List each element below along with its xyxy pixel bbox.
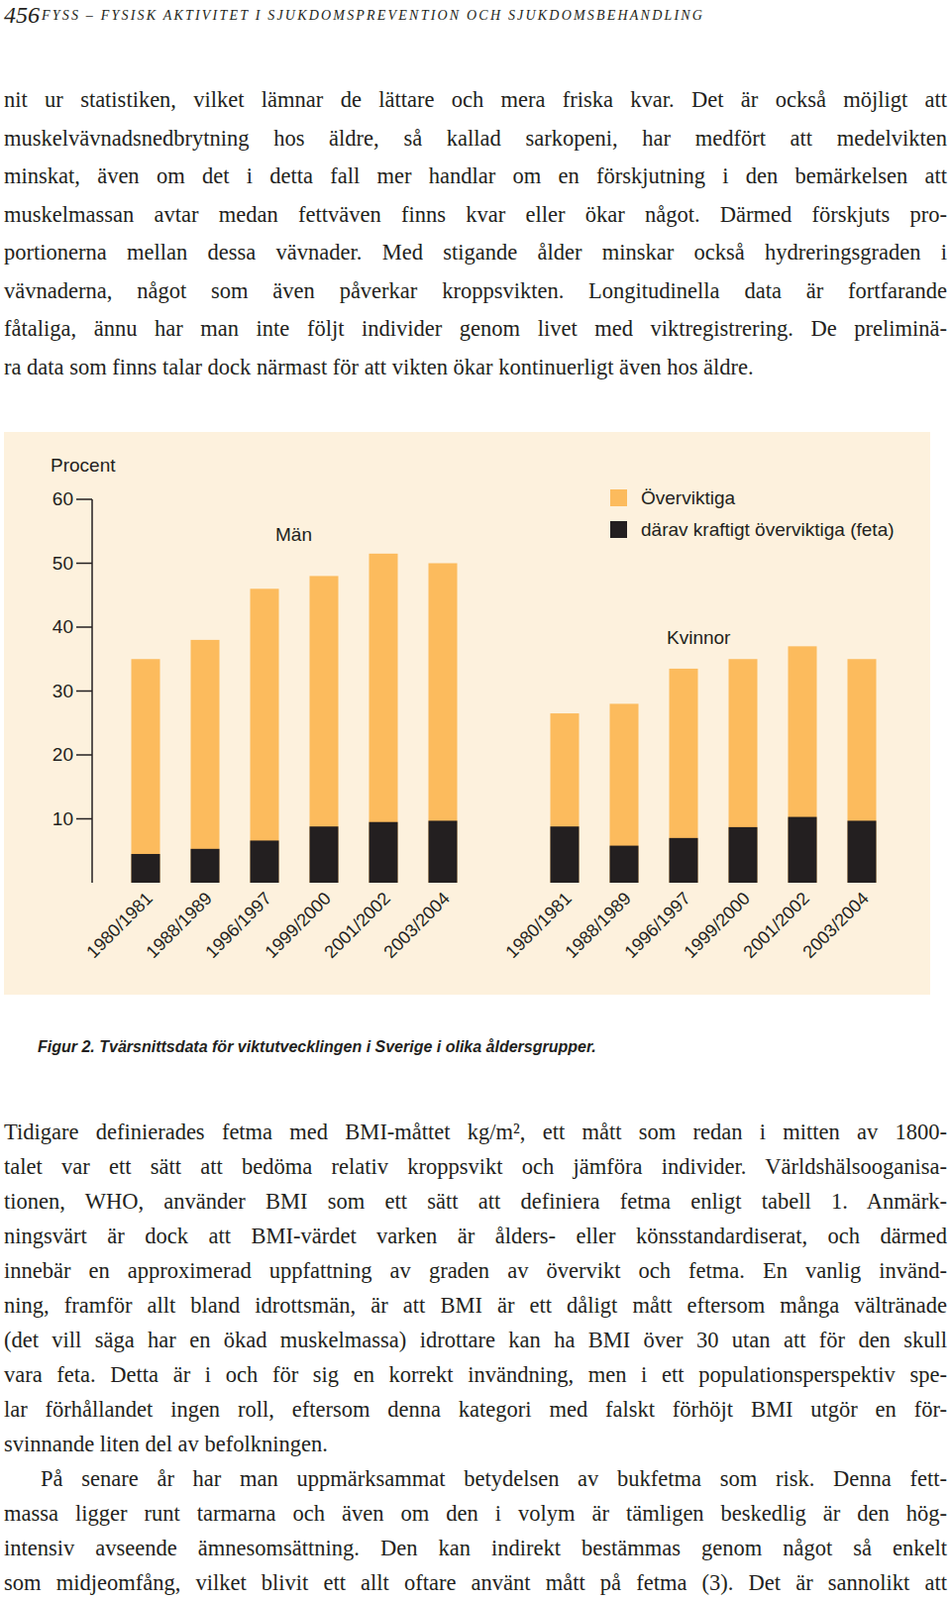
group-label: Män <box>275 524 313 545</box>
chart-background <box>3 431 931 995</box>
bar <box>729 658 758 883</box>
y-tick-label: 10 <box>52 808 74 830</box>
y-tick-label: 60 <box>52 488 74 510</box>
text-line: ning, framför allt bland idrottsmän, är … <box>3 1292 948 1319</box>
legend-swatch <box>610 489 628 507</box>
bar <box>191 848 220 883</box>
text-line: På senare år har man uppmärksammat betyd… <box>40 1466 948 1492</box>
bar <box>729 827 758 883</box>
bar <box>131 658 161 883</box>
y-tick-label: 40 <box>52 616 74 637</box>
y-tick <box>76 498 93 501</box>
legend-swatch <box>610 521 628 538</box>
text-line: tionen, WHO, använder BMI som ett sätt a… <box>3 1188 948 1215</box>
bar <box>669 838 699 883</box>
group-label: Kvinnor <box>666 627 732 648</box>
legend-label: Överviktiga <box>640 487 736 509</box>
text-line: massa ligger runt tarmarna och även om d… <box>3 1500 948 1527</box>
bar <box>369 822 399 883</box>
text-line: vävnaderna, något som även påverkar krop… <box>3 278 948 305</box>
bar <box>250 588 280 883</box>
page: 456FYSS – FYSISK AKTIVITET I SJUKDOMSPRE… <box>0 0 951 1600</box>
bar <box>310 826 339 883</box>
text-line: innebär en approximerad uppfattning av g… <box>3 1258 948 1284</box>
y-tick <box>76 562 93 565</box>
bar <box>788 645 818 883</box>
bar <box>610 845 639 883</box>
bar <box>847 658 877 883</box>
y-tick <box>76 690 93 693</box>
y-tick-label: 20 <box>52 743 74 765</box>
y-tick <box>76 753 93 756</box>
bar <box>847 820 877 883</box>
bar <box>310 575 339 883</box>
bar <box>550 826 580 883</box>
bar <box>131 853 161 883</box>
bar <box>669 668 699 883</box>
bars <box>131 553 877 883</box>
text-line: ra data som finns talar dock närmast för… <box>3 354 948 381</box>
legend-label: därav kraftigt överviktiga (feta) <box>640 519 895 540</box>
bar <box>788 817 818 883</box>
y-tick-label: 50 <box>52 552 74 574</box>
text-line: ningsvärt är dock att BMI-värdet varken … <box>3 1223 948 1250</box>
text-line: minskat, även om det i detta fall mer ha… <box>3 163 948 190</box>
text-line: Tidigare definierades fetma med BMI-mått… <box>3 1119 948 1146</box>
bar <box>550 713 580 883</box>
bar <box>428 820 458 883</box>
y-tick-label: 30 <box>52 680 74 702</box>
x-tick-label: 2003/2004 <box>799 888 873 962</box>
bar <box>610 703 639 883</box>
y-tick <box>76 818 93 821</box>
text-line: svinnande liten del av befolkningen. <box>3 1431 948 1458</box>
bar <box>250 840 280 883</box>
text-line: portionerna mellan dessa vävnader. Med s… <box>3 239 948 266</box>
y-axis-label: Procent <box>50 454 116 476</box>
text-line: fåtaliga, ännu har man inte följt indivi… <box>3 316 948 342</box>
chart: Procent1020304050601980/19811988/1989199… <box>3 431 931 995</box>
text-line: vara feta. Detta är i och för sig en kor… <box>3 1362 948 1388</box>
y-tick <box>76 626 93 629</box>
text-line: muskelvävnadsnedbrytning hos äldre, så k… <box>3 125 948 152</box>
text-line: talet var ett sätt att bedöma relativ kr… <box>3 1154 948 1180</box>
text-line: som midjeomfång, vilket blivit ett allt … <box>3 1570 948 1596</box>
text-line: lar förhållandet ingen roll, eftersom de… <box>3 1396 948 1423</box>
running-head: FYSS – FYSISK AKTIVITET I SJUKDOMSPREVEN… <box>41 7 705 24</box>
text-line: muskelmassan avtar medan fettväven finns… <box>3 202 948 228</box>
text-line: nit ur statistiken, vilket lämnar de lät… <box>3 87 948 113</box>
bar <box>369 553 399 883</box>
page-number: 456 <box>3 1 40 29</box>
bar <box>428 563 458 884</box>
figure-caption: Figur 2. Tvärsnittsdata för viktutveckli… <box>37 1038 597 1057</box>
text-line: (det vill säga har en ökad muskelmassa) … <box>3 1327 948 1354</box>
x-tick-label: 2003/2004 <box>380 888 454 962</box>
text-line: intensiv avseende ämnesomsättning. Den k… <box>3 1535 948 1562</box>
bar <box>191 639 220 883</box>
